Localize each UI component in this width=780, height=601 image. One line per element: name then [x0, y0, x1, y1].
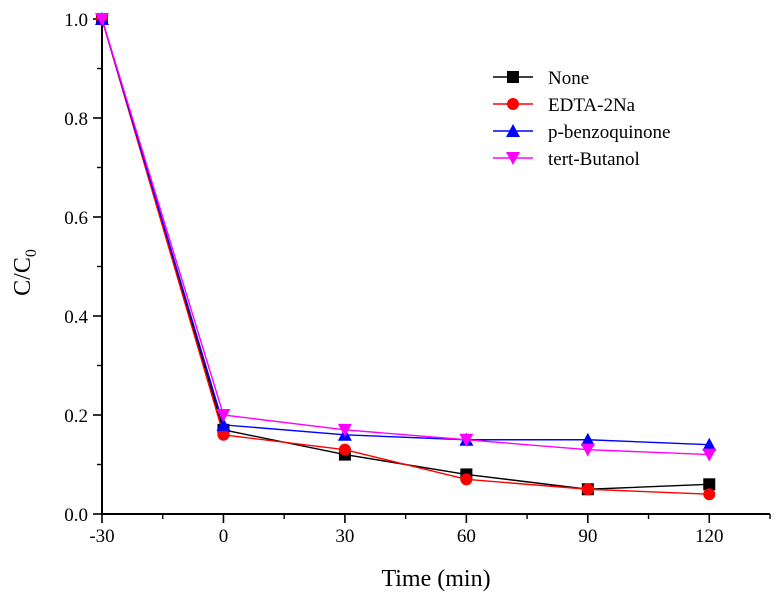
data-point	[580, 432, 595, 446]
axes: -30 0 30 60 90 120 0.0 0.2 0.4 0.6 0.8 1.0	[64, 10, 771, 547]
data-point	[337, 423, 352, 437]
data-point	[703, 488, 716, 501]
y-tick-label: 0.8	[64, 109, 88, 130]
y-axis-title-subscript: 0	[23, 249, 40, 257]
series-p-benzoquinone	[95, 12, 717, 451]
x-tick-label: 0	[219, 526, 229, 547]
legend-label: EDTA-2Na	[548, 95, 636, 116]
legend-marker	[507, 71, 519, 83]
series-edta-2na	[96, 13, 716, 501]
data-point	[702, 437, 717, 451]
x-tick-label: -30	[89, 526, 114, 547]
data-point	[581, 483, 594, 496]
x-tick-label: 120	[695, 526, 724, 547]
y-tick-label: 0.6	[64, 208, 88, 229]
legend-marker	[506, 124, 520, 137]
data-point	[702, 448, 717, 462]
legend-label: tert-Butanol	[548, 149, 640, 170]
data-point	[216, 417, 231, 431]
series-line	[101, 18, 710, 446]
y-tick-label: 1.0	[64, 10, 88, 31]
series-line	[101, 18, 710, 495]
legend-entry: tert-Butanol	[493, 149, 640, 170]
y-tick-label: 0.4	[64, 307, 88, 328]
data-point	[217, 428, 230, 441]
data-point	[338, 443, 351, 456]
series-layer	[95, 12, 717, 501]
series-line	[101, 18, 710, 456]
y-tick-label: 0.2	[64, 406, 88, 427]
data-point	[95, 13, 109, 26]
data-point	[703, 478, 716, 491]
legend-entry: None	[493, 68, 589, 89]
legend-label: None	[548, 68, 589, 89]
data-point	[460, 473, 473, 486]
x-tick-label: 90	[578, 526, 597, 547]
series-tert-butanol	[95, 13, 717, 462]
y-axis-title: C/C0	[10, 249, 40, 296]
data-point	[216, 409, 231, 422]
legend-marker	[507, 98, 519, 110]
y-tick-label: 0.0	[64, 505, 88, 526]
legend-label: p-benzoquinone	[548, 122, 670, 143]
y-axis-title-main: C/C	[10, 257, 36, 296]
legend-entry: p-benzoquinone	[493, 122, 670, 143]
legend: None EDTA-2Na p-benzoquinone tert-Butanol	[493, 68, 670, 170]
x-tick-label: 60	[457, 526, 476, 547]
data-point	[580, 443, 595, 457]
x-tick-label: 30	[335, 526, 354, 547]
data-point	[459, 433, 474, 447]
legend-entry: EDTA-2Na	[493, 95, 636, 116]
legend-marker	[506, 152, 520, 165]
series-line	[101, 18, 710, 490]
series-none	[96, 13, 716, 496]
x-axis-title: Time (min)	[381, 566, 490, 592]
